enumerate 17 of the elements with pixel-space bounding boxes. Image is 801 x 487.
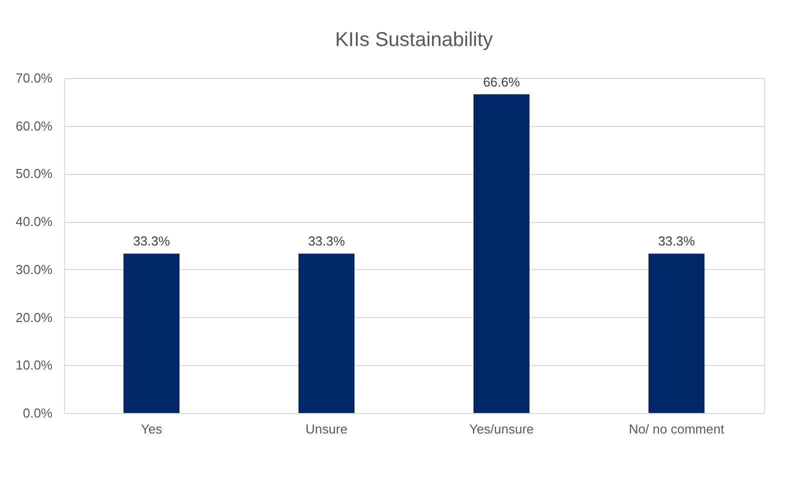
data-label: 66.6% (483, 74, 520, 90)
y-tick-label: 70.0% (16, 70, 53, 86)
y-tick-label: 40.0% (16, 214, 53, 230)
y-tick-label: 60.0% (16, 118, 53, 134)
data-label: 33.3% (133, 234, 170, 249)
y-tick-label: 0.0% (22, 406, 53, 420)
y-tick-label: 50.0% (16, 166, 53, 182)
y-tick-label: 10.0% (16, 358, 53, 373)
y-tick-label: 30.0% (16, 262, 53, 277)
x-tick-label: Unsure (306, 422, 348, 436)
x-tick-label: Yes (140, 422, 163, 436)
y-tick-label: 20.0% (16, 310, 53, 325)
x-tick-label: No/ no comment (628, 422, 725, 436)
x-tick-label: Yes/unsure (469, 422, 534, 436)
chart-title: KIIs Sustainability (335, 29, 493, 51)
data-label: 33.3% (308, 234, 346, 249)
data-label: 33.3% (658, 234, 696, 249)
